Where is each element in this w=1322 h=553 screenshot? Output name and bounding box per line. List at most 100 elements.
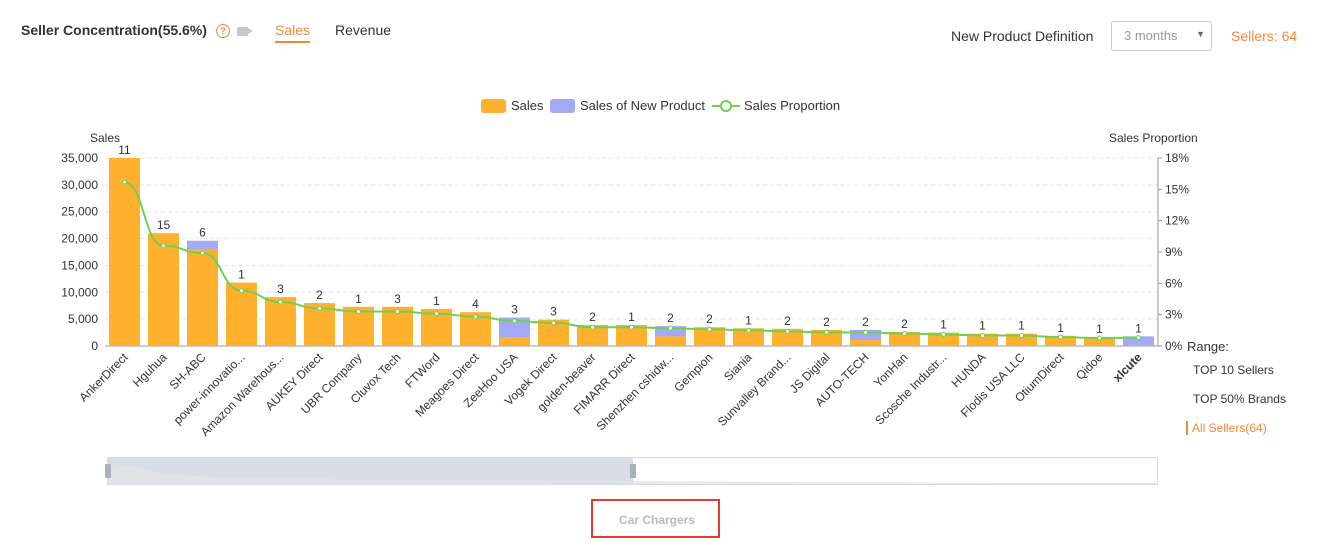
bar-sales[interactable] — [148, 233, 179, 346]
legend-new-product-swatch[interactable] — [550, 99, 575, 113]
bar-sales[interactable] — [109, 158, 140, 346]
bar-sales[interactable] — [265, 297, 296, 346]
bar-sales[interactable] — [1045, 335, 1076, 346]
bar-sales[interactable] — [226, 282, 257, 346]
bar-sales[interactable] — [967, 333, 998, 346]
bar-count-label: 2 — [862, 315, 869, 329]
proportion-point[interactable] — [629, 324, 634, 330]
proportion-point[interactable] — [473, 314, 478, 320]
bar-count-label: 6 — [199, 226, 206, 240]
proportion-point[interactable] — [278, 299, 283, 305]
zoom-slider[interactable] — [105, 457, 1158, 485]
y-tick-label: 20,000 — [61, 232, 98, 246]
proportion-point[interactable] — [863, 329, 868, 335]
bar-sales[interactable] — [811, 329, 842, 346]
bar-count-label: 4 — [472, 297, 479, 311]
bar-count-label: 3 — [550, 305, 557, 319]
x-tick-label: Siania — [721, 350, 755, 384]
legend-proportion-label[interactable]: Sales Proportion — [744, 98, 841, 113]
legend-proportion-swatch[interactable] — [712, 99, 740, 113]
bar-new-product[interactable] — [850, 329, 881, 341]
proportion-point[interactable] — [1058, 334, 1063, 340]
proportion-point[interactable] — [239, 288, 244, 294]
proportion-point[interactable] — [161, 243, 166, 249]
y-tick-label: 5,000 — [68, 312, 98, 326]
bar-count-label: 2 — [589, 310, 596, 324]
legend-new-product-label[interactable]: Sales of New Product — [580, 98, 706, 113]
y2-tick-label: 15% — [1165, 182, 1189, 196]
bar-sales[interactable] — [694, 327, 725, 346]
zoom-handle-right[interactable] — [630, 464, 636, 478]
bar-sales[interactable] — [1084, 336, 1115, 346]
proportion-point[interactable] — [1019, 333, 1024, 339]
bar-sales[interactable] — [850, 340, 881, 346]
chart-title: Seller Concentration(55.6%) — [21, 22, 207, 38]
y-tick-label: 35,000 — [61, 151, 98, 165]
proportion-point[interactable] — [941, 332, 946, 338]
proportion-point[interactable] — [590, 324, 595, 330]
range-label: Range: — [1187, 339, 1229, 354]
category-label: Car Chargers — [619, 513, 696, 527]
proportion-point[interactable] — [668, 325, 673, 331]
bar-count-label: 2 — [784, 314, 791, 328]
range-all-sellers[interactable]: All Sellers(64) — [1186, 421, 1267, 435]
bar-sales[interactable] — [1006, 333, 1037, 346]
tab-revenue[interactable]: Revenue — [335, 22, 392, 38]
proportion-point[interactable] — [200, 250, 205, 256]
proportion-point[interactable] — [395, 309, 400, 315]
bar-count-label: 1 — [1057, 321, 1064, 335]
zoom-handle-left[interactable] — [105, 464, 111, 478]
sellers-count: Sellers: 64 — [1231, 28, 1298, 44]
new-product-definition-select[interactable]: 3 months ▼ — [1111, 21, 1212, 51]
bar-count-label: 2 — [901, 317, 908, 331]
bar-new-product[interactable] — [187, 240, 218, 250]
bar-count-label: 2 — [823, 315, 830, 329]
proportion-point[interactable] — [707, 326, 712, 332]
bar-count-label: 3 — [277, 282, 284, 296]
bar-sales[interactable] — [187, 249, 218, 346]
x-tick-label: AnkerDirect — [76, 350, 131, 405]
zoom-preview — [108, 464, 1157, 484]
tab-sales[interactable]: Sales — [275, 22, 311, 43]
bar-count-label: 11 — [118, 143, 131, 157]
bar-count-label: 3 — [511, 303, 518, 317]
proportion-point[interactable] — [1097, 335, 1102, 341]
legend-sales-label[interactable]: Sales — [511, 98, 544, 113]
range-top50-brands[interactable]: TOP 50% Brands — [1193, 392, 1286, 406]
proportion-point[interactable] — [317, 305, 322, 311]
y2-tick-label: 18% — [1165, 151, 1189, 165]
range-top10-sellers[interactable]: TOP 10 Sellers — [1193, 363, 1274, 377]
proportion-point[interactable] — [980, 333, 985, 339]
bar-new-product[interactable] — [1123, 336, 1154, 346]
bar-new-product[interactable] — [499, 317, 530, 338]
y2-tick-label: 0% — [1165, 339, 1183, 353]
proportion-point[interactable] — [746, 327, 751, 333]
proportion-point[interactable] — [902, 330, 907, 336]
proportion-point[interactable] — [1136, 335, 1141, 341]
bar-count-label: 1 — [238, 268, 245, 282]
proportion-point[interactable] — [551, 320, 556, 326]
bar-sales[interactable] — [889, 332, 920, 346]
bar-sales[interactable] — [616, 325, 647, 346]
x-tick-label: Gempion — [671, 350, 715, 394]
bar-sales[interactable] — [772, 328, 803, 346]
bar-new-product[interactable] — [655, 326, 686, 337]
legend-sales-swatch[interactable] — [481, 99, 506, 113]
x-tick-label: Sunvalley Brand... — [715, 350, 794, 429]
proportion-point[interactable] — [356, 309, 361, 315]
bar-sales[interactable] — [499, 337, 530, 346]
bar-sales[interactable] — [928, 332, 959, 346]
proportion-point[interactable] — [512, 318, 517, 324]
proportion-point[interactable] — [434, 311, 439, 317]
bar-sales[interactable] — [655, 336, 686, 346]
help-icon[interactable]: ? — [216, 24, 230, 38]
proportion-point[interactable] — [122, 179, 127, 185]
y2-tick-label: 6% — [1165, 276, 1183, 290]
bar-count-label: 2 — [706, 312, 713, 326]
bar-sales[interactable] — [733, 328, 764, 346]
video-icon[interactable] — [237, 27, 253, 36]
proportion-point[interactable] — [785, 328, 790, 334]
proportion-point[interactable] — [824, 329, 829, 335]
bar-sales[interactable] — [1123, 345, 1154, 346]
bar-sales[interactable] — [577, 325, 608, 346]
